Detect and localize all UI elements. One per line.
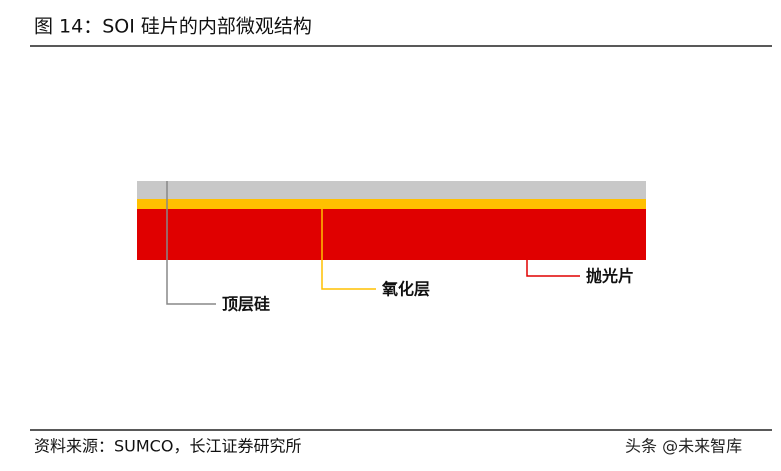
layer-label: 氧化层 xyxy=(381,280,430,299)
source-note: 资料来源：SUMCO，长江证券研究所 xyxy=(34,437,301,456)
title: 图 14：SOI 硅片的内部微观结构 xyxy=(34,16,312,38)
handle-wafer-layer xyxy=(137,209,646,260)
leader-line xyxy=(321,209,376,290)
top-silicon-layer xyxy=(137,181,646,199)
layer-label: 抛光片 xyxy=(586,267,634,286)
layer-label: 顶层硅 xyxy=(222,295,270,314)
oxide-layer xyxy=(137,199,646,209)
leader-line xyxy=(526,260,580,277)
watermark: 头条 @未来智库 xyxy=(625,437,742,456)
leader-line xyxy=(166,181,216,305)
